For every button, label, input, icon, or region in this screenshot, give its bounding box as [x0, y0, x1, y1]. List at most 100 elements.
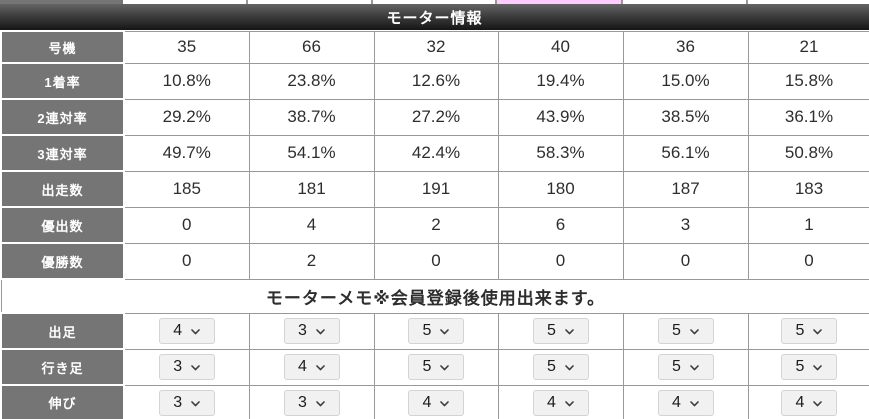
stat-cell: 29.2%	[123, 98, 250, 136]
race-count-row: 出走数 185 181 191 180 187 183	[0, 170, 869, 208]
stat-cell: 0	[123, 206, 250, 244]
select-cell: 5	[497, 312, 624, 350]
stat-cell: 38.5%	[622, 98, 749, 136]
select-value: 4	[298, 358, 307, 375]
stat-cell-highlight-pink: 2	[248, 242, 375, 280]
stat-cell: 0	[373, 242, 499, 280]
select-value: 4	[547, 393, 556, 411]
select-cell: 5	[497, 348, 624, 386]
row-label-race-count: 出走数	[0, 170, 125, 208]
nobi-select[interactable]: 3	[158, 389, 215, 416]
nobi-select[interactable]: 4	[532, 389, 589, 416]
stat-cell: 1	[747, 206, 869, 244]
stat-cell: 185	[123, 170, 250, 208]
stat-cell-highlight-pink: 23.8%	[248, 62, 375, 100]
stat-cell-highlight-yellow: 4	[248, 206, 375, 244]
section-title: モーター情報	[386, 9, 483, 27]
stat-cell: 42.4%	[373, 134, 499, 172]
machine-number-link[interactable]: 66	[248, 30, 375, 64]
chevron-down-icon	[690, 400, 699, 406]
select-value: 5	[422, 322, 432, 339]
nobi-row: 伸び 3 3 4 4 4 4	[0, 384, 869, 419]
machine-number-link[interactable]: 21	[747, 30, 869, 64]
select-value: 5	[672, 358, 681, 375]
nobi-select[interactable]: 3	[283, 389, 340, 416]
top2-rate-row: 2連対率 29.2% 38.7% 27.2% 43.9% 38.5% 36.1%	[0, 98, 869, 136]
chevron-down-icon	[191, 365, 201, 371]
deashi-select[interactable]: 5	[408, 318, 464, 344]
stat-cell-highlight-pink: 43.9%	[497, 98, 624, 136]
row-label-top3-rate: 3連対率	[0, 134, 125, 172]
select-cell: 4	[747, 384, 869, 419]
motor-memo-banner: モーターメモ※会員登録後使用出来ます。	[0, 278, 869, 314]
stat-cell: 180	[497, 170, 624, 208]
select-cell: 3	[123, 384, 250, 419]
yukiashi-select[interactable]: 5	[657, 354, 714, 380]
chevron-down-icon	[813, 365, 823, 371]
stat-cell: 50.8%	[747, 134, 869, 172]
machine-number-link[interactable]: 32	[373, 30, 499, 64]
machine-number-link[interactable]: 36	[622, 30, 749, 64]
chevron-down-icon	[813, 400, 823, 406]
row-label-finals-count: 優出数	[0, 206, 125, 244]
chevron-down-icon	[813, 329, 823, 335]
yukiashi-select[interactable]: 5	[781, 354, 837, 380]
select-value: 5	[547, 358, 556, 375]
stat-cell-highlight-yellow: 56.1%	[622, 134, 749, 172]
select-cell: 4	[497, 384, 624, 419]
select-cell: 4	[248, 348, 375, 386]
stat-cell: 3	[622, 206, 749, 244]
stat-cell-highlight-pink: 6	[497, 206, 624, 244]
yukiashi-select[interactable]: 4	[283, 354, 340, 380]
stat-cell-highlight-pink: 58.3%	[497, 134, 624, 172]
select-cell: 4	[373, 384, 499, 419]
deashi-select[interactable]: 4	[158, 318, 215, 344]
yukiashi-select[interactable]: 3	[158, 354, 215, 380]
deashi-select[interactable]: 3	[283, 318, 340, 344]
partial-row-divider	[495, 0, 497, 4]
machine-number-row: 号機 35 66 32 40 36 21	[0, 30, 869, 64]
partial-row-divider	[746, 0, 748, 4]
partial-row-label-cell	[0, 0, 123, 4]
yukiashi-row: 行き足 3 4 5 5 5 5	[0, 348, 869, 386]
select-value: 5	[547, 322, 556, 339]
yukiashi-select[interactable]: 5	[408, 354, 464, 380]
partial-row-divider	[621, 0, 623, 4]
nobi-select[interactable]: 4	[408, 389, 464, 416]
stat-cell: 0	[123, 242, 250, 280]
select-cell: 5	[622, 312, 749, 350]
select-cell: 5	[373, 348, 499, 386]
select-value: 5	[795, 322, 805, 339]
stat-cell: 15.0%	[622, 62, 749, 100]
select-value: 4	[422, 393, 432, 411]
chevron-down-icon	[316, 329, 325, 335]
finals-count-row: 優出数 0 4 2 6 3 1	[0, 206, 869, 244]
chevron-down-icon	[316, 400, 325, 406]
deashi-select[interactable]: 5	[657, 318, 714, 344]
stat-cell: 2	[373, 206, 499, 244]
stat-cell: 15.8%	[747, 62, 869, 100]
partial-row-divider	[246, 0, 248, 4]
chevron-down-icon	[440, 400, 450, 406]
stat-cell: 0	[497, 242, 624, 280]
row-label-machine-number: 号機	[0, 30, 125, 64]
nobi-select[interactable]: 4	[781, 389, 837, 416]
yukiashi-select[interactable]: 5	[532, 354, 589, 380]
row-label-victories-count: 優勝数	[0, 242, 125, 280]
stat-cell: 181	[248, 170, 375, 208]
nobi-select[interactable]: 4	[657, 389, 714, 416]
win-rate-row: 1着率 10.8% 23.8% 12.6% 19.4% 15.0% 15.8%	[0, 62, 869, 100]
select-value: 3	[298, 393, 307, 411]
row-label-win-rate: 1着率	[0, 62, 125, 100]
machine-number-link[interactable]: 35	[123, 30, 250, 64]
stat-cell: 54.1%	[248, 134, 375, 172]
select-cell: 5	[747, 312, 869, 350]
motor-memo-banner-row: モーターメモ※会員登録後使用出来ます。	[0, 278, 869, 314]
stat-cell: 27.2%	[373, 98, 499, 136]
machine-number-link[interactable]: 40	[497, 30, 624, 64]
deashi-select[interactable]: 5	[532, 318, 589, 344]
stat-cell: 0	[622, 242, 749, 280]
chevron-down-icon	[440, 365, 450, 371]
deashi-select[interactable]: 5	[781, 318, 837, 344]
